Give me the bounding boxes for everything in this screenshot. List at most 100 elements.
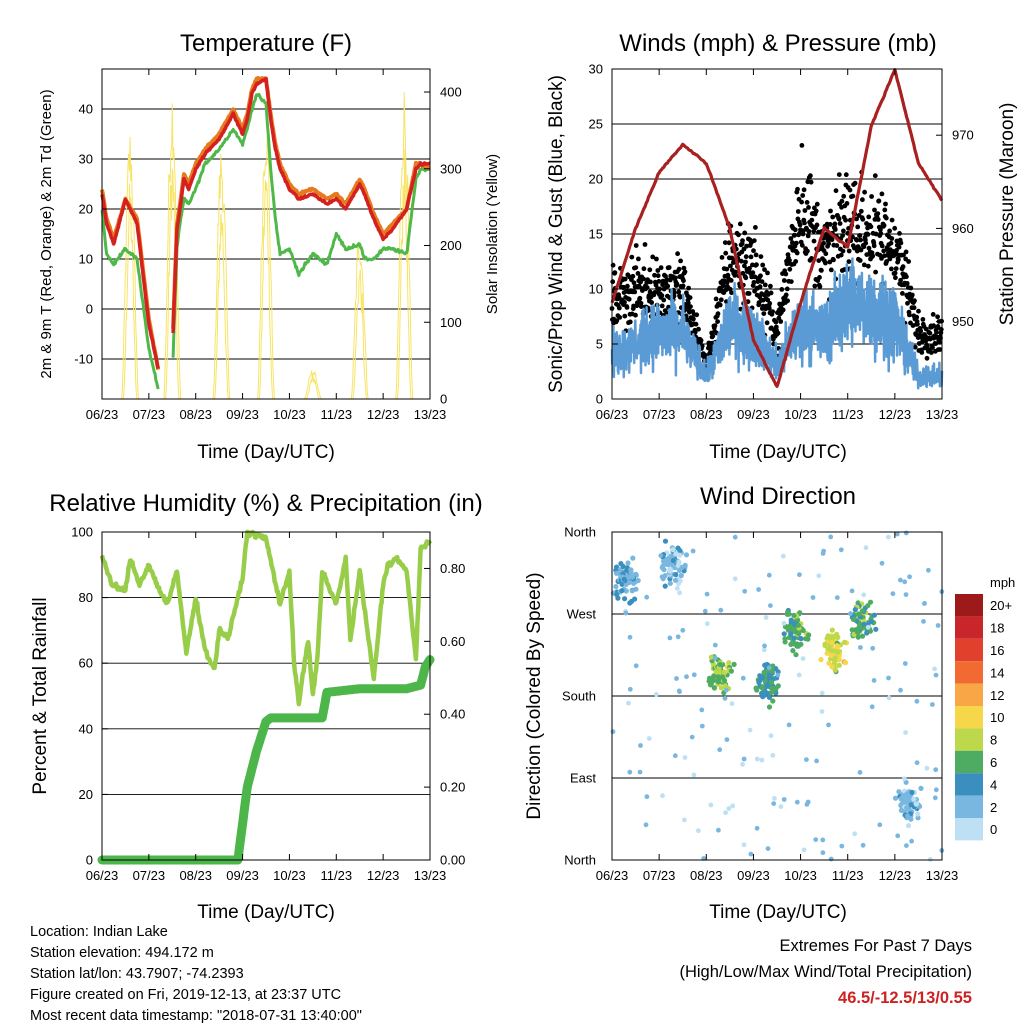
gust-point xyxy=(633,312,638,318)
gust-point xyxy=(659,293,665,298)
direction-point xyxy=(849,627,855,633)
direction-point xyxy=(619,581,625,587)
direction-point xyxy=(829,664,835,670)
direction-point xyxy=(638,743,643,748)
direction-point xyxy=(715,674,721,680)
gust-point xyxy=(758,273,763,279)
gust-point xyxy=(656,279,662,284)
direction-point xyxy=(813,837,819,842)
gust-point xyxy=(760,262,766,268)
gust-point xyxy=(927,330,933,336)
gust-point xyxy=(840,233,845,238)
direction-point xyxy=(810,595,816,600)
direction-point xyxy=(788,617,794,623)
direction-point xyxy=(675,563,681,568)
direction-point xyxy=(836,662,842,668)
gust-point xyxy=(647,267,653,273)
gust-point xyxy=(699,343,705,349)
x-tick-label: 11/23 xyxy=(832,407,864,422)
gust-point xyxy=(938,327,944,332)
direction-point xyxy=(763,615,769,620)
direction-point xyxy=(886,675,891,681)
direction-point xyxy=(626,579,632,586)
direction-point xyxy=(715,679,721,685)
gust-point xyxy=(908,285,914,291)
direction-point xyxy=(627,769,633,775)
direction-point xyxy=(678,572,684,579)
gust-point xyxy=(753,225,758,230)
gust-point xyxy=(752,274,758,280)
direction-point xyxy=(677,548,683,554)
y-tick-label: 40 xyxy=(79,102,93,117)
gust-point xyxy=(787,266,793,272)
colorbar-label: 18 xyxy=(990,621,1004,636)
gust-point xyxy=(879,243,885,249)
gust-point xyxy=(843,172,849,178)
direction-point xyxy=(786,611,792,617)
gust-point xyxy=(808,179,814,185)
direction-point xyxy=(905,813,910,819)
gust-point xyxy=(652,272,657,278)
colorbar-label: 2 xyxy=(990,800,997,815)
gust-point xyxy=(811,228,817,234)
direction-point xyxy=(908,802,914,808)
direction-point xyxy=(898,687,903,693)
gust-point xyxy=(715,319,720,324)
direction-point xyxy=(894,531,900,537)
gust-point xyxy=(854,216,859,222)
gust-point xyxy=(935,314,940,320)
direction-point xyxy=(627,600,633,606)
y-tick-label: 80 xyxy=(79,590,93,605)
direction-point xyxy=(680,627,686,633)
direction-point xyxy=(796,672,802,678)
direction-point xyxy=(772,796,777,801)
gust-point xyxy=(724,280,730,285)
x-tick-label: 10/23 xyxy=(784,407,817,422)
extremes-values: 46.5/-12.5/13/0.55 xyxy=(838,989,972,1007)
direction-point xyxy=(659,574,665,580)
humidity-panel: Relative Humidity (%) & Precipitation (i… xyxy=(30,490,483,923)
gust-point xyxy=(665,283,671,289)
direction-point xyxy=(806,632,812,638)
gust-point xyxy=(805,248,810,254)
direction-point xyxy=(731,661,737,668)
gust-point xyxy=(863,240,869,246)
direction-title: Wind Direction xyxy=(700,483,856,510)
direction-point xyxy=(780,553,786,559)
gust-point xyxy=(844,201,850,206)
direction-point xyxy=(670,557,676,564)
direction-point xyxy=(886,534,891,540)
direction-point xyxy=(766,704,773,710)
gust-point xyxy=(787,258,792,263)
gust-point xyxy=(622,299,627,305)
gust-point xyxy=(911,305,917,311)
humidity-grid xyxy=(102,531,430,861)
gust-point xyxy=(768,283,773,289)
x-tick-label: 07/23 xyxy=(643,407,676,422)
gust-point xyxy=(715,311,721,317)
colorbar-swatch xyxy=(955,616,983,639)
gust-point xyxy=(781,278,787,283)
gust-point xyxy=(806,229,812,234)
gust-point xyxy=(860,197,865,203)
extremes-block: Extremes For Past 7 Days (High/Low/Max W… xyxy=(679,933,972,1011)
gust-point xyxy=(616,305,622,311)
x-tick-label: 06/23 xyxy=(86,407,119,422)
gust-point xyxy=(929,350,934,355)
gust-point xyxy=(866,245,872,251)
direction-point xyxy=(856,624,862,631)
gust-point xyxy=(883,215,889,221)
gust-point xyxy=(710,333,716,339)
x-tick-label: 10/23 xyxy=(273,868,306,883)
gust-point xyxy=(624,305,630,310)
direction-point xyxy=(909,838,914,844)
gust-point xyxy=(900,264,906,270)
gust-point xyxy=(794,240,799,246)
y2-tick-label: 200 xyxy=(440,238,462,253)
x-tick-label: 10/23 xyxy=(273,407,306,422)
direction-point xyxy=(742,588,748,594)
gust-point xyxy=(883,201,888,207)
direction-point xyxy=(886,695,892,701)
gust-point xyxy=(841,228,846,234)
gust-point xyxy=(909,292,915,298)
